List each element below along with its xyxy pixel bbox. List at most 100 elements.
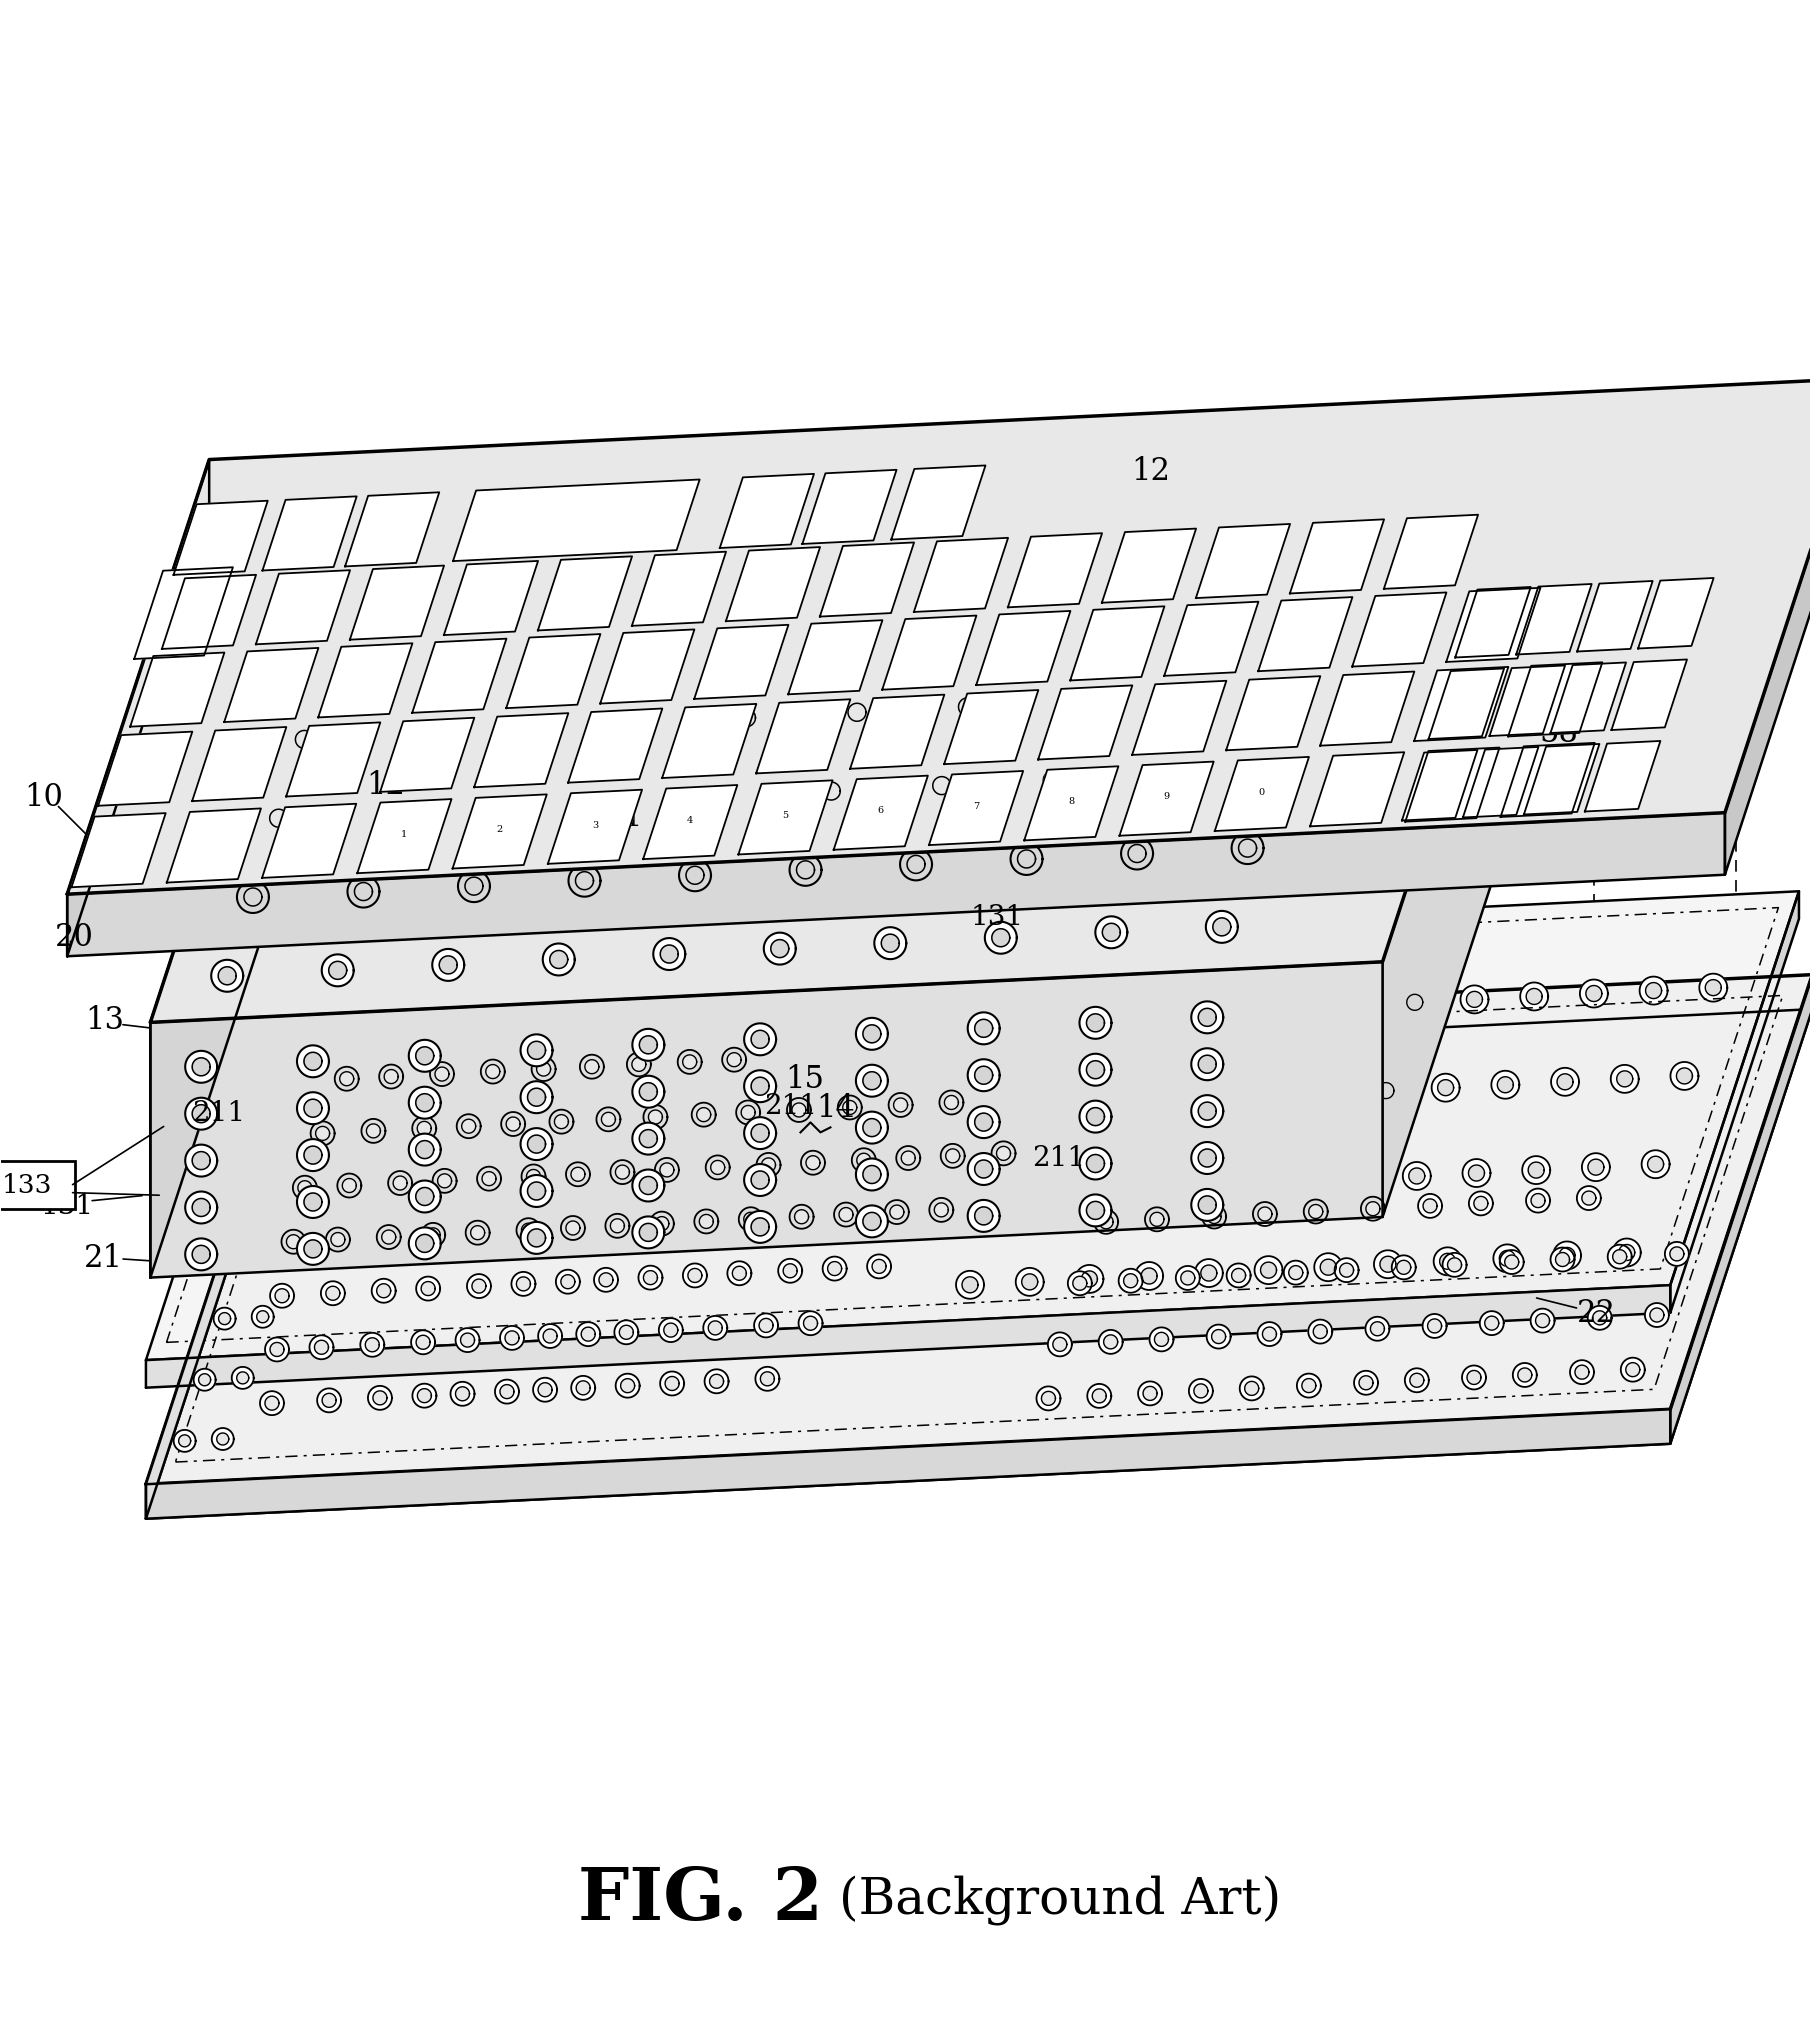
Polygon shape — [1104, 1177, 1133, 1206]
Polygon shape — [1555, 1253, 1569, 1267]
Polygon shape — [579, 1056, 605, 1080]
Polygon shape — [863, 1165, 881, 1183]
Polygon shape — [1310, 753, 1405, 826]
Polygon shape — [1586, 741, 1660, 812]
Polygon shape — [174, 1431, 195, 1451]
Polygon shape — [500, 1384, 514, 1399]
Polygon shape — [310, 1336, 333, 1360]
Polygon shape — [512, 1273, 536, 1297]
Polygon shape — [934, 1204, 948, 1218]
Polygon shape — [185, 1052, 217, 1084]
Polygon shape — [1073, 1092, 1102, 1121]
Polygon shape — [639, 1131, 657, 1149]
Polygon shape — [456, 1114, 481, 1139]
Polygon shape — [576, 1322, 601, 1346]
Polygon shape — [1466, 993, 1482, 1007]
Polygon shape — [147, 974, 1810, 1484]
Text: 131: 131 — [970, 903, 1024, 930]
Polygon shape — [664, 1376, 679, 1391]
Polygon shape — [945, 1149, 959, 1163]
Polygon shape — [1010, 844, 1043, 875]
Polygon shape — [185, 1145, 217, 1177]
Polygon shape — [150, 656, 270, 1279]
Polygon shape — [822, 784, 840, 800]
Polygon shape — [751, 1171, 769, 1190]
Polygon shape — [1289, 1267, 1303, 1281]
Polygon shape — [755, 1313, 778, 1338]
Polygon shape — [1361, 1198, 1385, 1222]
Polygon shape — [1037, 1386, 1061, 1411]
Polygon shape — [655, 1159, 679, 1181]
Polygon shape — [217, 1433, 228, 1445]
Polygon shape — [706, 1155, 729, 1179]
Polygon shape — [282, 1230, 306, 1255]
Polygon shape — [1086, 1155, 1104, 1173]
Polygon shape — [1504, 1255, 1519, 1269]
Polygon shape — [521, 1129, 552, 1161]
Polygon shape — [576, 873, 594, 891]
Polygon shape — [371, 1279, 396, 1303]
Polygon shape — [262, 802, 295, 834]
Polygon shape — [456, 1328, 480, 1352]
Polygon shape — [433, 950, 463, 980]
Polygon shape — [1365, 1317, 1390, 1342]
Polygon shape — [1725, 380, 1810, 875]
Polygon shape — [521, 1035, 552, 1068]
Polygon shape — [1410, 1374, 1424, 1389]
Polygon shape — [945, 690, 1039, 765]
Polygon shape — [1258, 1322, 1281, 1346]
Polygon shape — [212, 1429, 233, 1449]
Polygon shape — [1385, 516, 1479, 589]
Polygon shape — [976, 1208, 992, 1226]
Polygon shape — [387, 1171, 413, 1196]
Polygon shape — [1138, 1382, 1162, 1405]
Polygon shape — [867, 1255, 891, 1279]
Polygon shape — [760, 1372, 775, 1386]
Polygon shape — [507, 635, 601, 708]
Polygon shape — [976, 1114, 992, 1131]
Polygon shape — [98, 733, 192, 806]
Polygon shape — [556, 1271, 579, 1293]
Polygon shape — [1642, 1151, 1669, 1179]
Polygon shape — [315, 1127, 329, 1141]
Polygon shape — [1676, 1068, 1692, 1084]
Polygon shape — [1671, 1062, 1698, 1090]
Polygon shape — [1432, 1074, 1459, 1102]
Polygon shape — [744, 1165, 776, 1196]
Polygon shape — [1229, 1177, 1245, 1194]
Polygon shape — [1500, 743, 1595, 818]
Polygon shape — [1048, 1334, 1072, 1356]
Polygon shape — [192, 1246, 210, 1265]
Polygon shape — [1671, 891, 1799, 1313]
Polygon shape — [1148, 759, 1178, 792]
Polygon shape — [796, 861, 814, 879]
Polygon shape — [326, 1228, 349, 1253]
Polygon shape — [1500, 1250, 1524, 1275]
Polygon shape — [945, 1096, 957, 1110]
Text: 131: 131 — [590, 806, 643, 832]
Text: (Background Art): (Background Art) — [840, 1874, 1281, 1924]
Polygon shape — [501, 1112, 525, 1137]
Polygon shape — [67, 814, 1725, 956]
Polygon shape — [1180, 688, 1198, 706]
Polygon shape — [1014, 1094, 1043, 1123]
Polygon shape — [959, 698, 976, 717]
Polygon shape — [1245, 1382, 1258, 1397]
Polygon shape — [1070, 692, 1088, 710]
Polygon shape — [1173, 680, 1204, 713]
Polygon shape — [532, 1058, 556, 1082]
Polygon shape — [1053, 1338, 1066, 1352]
Polygon shape — [232, 1368, 253, 1389]
Polygon shape — [331, 1232, 346, 1246]
Polygon shape — [1312, 1080, 1339, 1108]
Polygon shape — [1343, 1165, 1370, 1194]
Text: 211: 211 — [764, 1092, 816, 1119]
Polygon shape — [771, 940, 789, 958]
Polygon shape — [632, 1076, 664, 1108]
Text: 2: 2 — [496, 824, 503, 834]
Polygon shape — [536, 1062, 550, 1076]
Polygon shape — [270, 1285, 293, 1307]
Polygon shape — [72, 814, 167, 887]
Polygon shape — [863, 1025, 881, 1043]
Polygon shape — [1164, 603, 1258, 676]
